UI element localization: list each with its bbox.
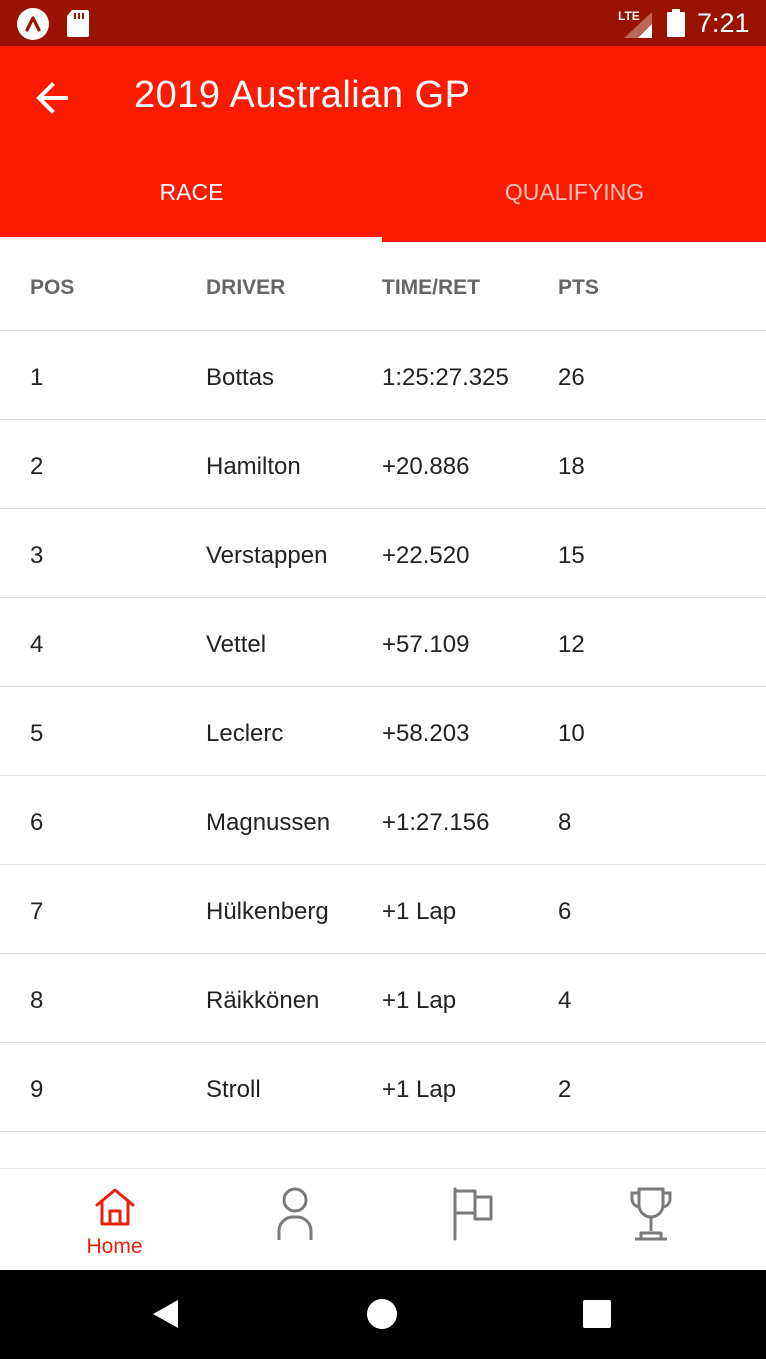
tab-race-label: RACE bbox=[159, 178, 224, 205]
column-header-time: TIME/RET bbox=[382, 276, 480, 299]
selected-tab-indicator bbox=[0, 237, 382, 242]
row-time: +20.886 bbox=[382, 453, 470, 480]
row-driver: Räikkönen bbox=[206, 987, 320, 1014]
row-driver: Hamilton bbox=[206, 453, 301, 480]
row-position: 8 bbox=[30, 987, 44, 1014]
square-recents-icon bbox=[583, 1300, 611, 1328]
row-position: 3 bbox=[30, 542, 44, 569]
person-icon bbox=[277, 1187, 313, 1240]
bottom-navigation: Home bbox=[0, 1168, 766, 1271]
row-time: +1 Lap bbox=[382, 1076, 457, 1103]
table-row[interactable]: 5 Leclerc +58.203 10 bbox=[0, 687, 766, 776]
row-position: 5 bbox=[30, 720, 44, 747]
row-driver: Magnussen bbox=[206, 809, 331, 836]
circle-home-icon bbox=[367, 1299, 397, 1329]
row-position: 2 bbox=[30, 453, 44, 480]
nav-races[interactable] bbox=[377, 1169, 568, 1271]
tab-race[interactable]: RACE bbox=[0, 142, 383, 242]
row-points: 18 bbox=[558, 453, 585, 480]
signal-icon bbox=[624, 12, 652, 38]
row-points: 10 bbox=[558, 720, 585, 747]
row-position: 9 bbox=[30, 1076, 44, 1103]
row-time: +22.520 bbox=[382, 542, 470, 569]
row-driver: Verstappen bbox=[206, 542, 328, 569]
sd-card-icon bbox=[67, 10, 89, 37]
table-row[interactable]: 9 Stroll +1 Lap 2 bbox=[0, 1043, 766, 1132]
home-icon bbox=[95, 1188, 135, 1226]
nav-standings[interactable] bbox=[555, 1169, 746, 1271]
table-row[interactable]: 8 Räikkönen +1 Lap 4 bbox=[0, 954, 766, 1043]
tab-qualifying-label: QUALIFYING bbox=[504, 178, 645, 205]
system-navigation-bar bbox=[0, 1270, 766, 1359]
nav-drivers[interactable] bbox=[199, 1169, 390, 1271]
row-time: +1 Lap bbox=[382, 987, 457, 1014]
arrow-left-icon bbox=[36, 82, 68, 114]
row-points: 6 bbox=[558, 898, 572, 925]
results-list: 1 Bottas 1:25:27.325 26 2 Hamilton +20.8… bbox=[0, 331, 766, 1132]
column-header-pos: POS bbox=[30, 276, 75, 299]
nav-home[interactable]: Home bbox=[19, 1169, 210, 1271]
nav-home-label: Home bbox=[86, 1235, 143, 1258]
app-bar: 2019 Australian GP RACE QUALIFYING bbox=[0, 46, 766, 242]
row-position: 1 bbox=[30, 364, 44, 391]
row-driver: Vettel bbox=[206, 631, 267, 658]
battery-icon bbox=[666, 9, 686, 37]
row-driver: Leclerc bbox=[206, 720, 284, 747]
row-points: 4 bbox=[558, 987, 572, 1014]
system-back-button[interactable] bbox=[150, 1298, 182, 1335]
system-home-button[interactable] bbox=[366, 1298, 398, 1335]
page-title: 2019 Australian GP bbox=[134, 74, 471, 116]
row-driver: Bottas bbox=[206, 364, 275, 391]
row-position: 6 bbox=[30, 809, 44, 836]
row-driver: Hülkenberg bbox=[206, 898, 329, 925]
triangle-back-icon bbox=[153, 1300, 178, 1328]
row-time: +1:27.156 bbox=[382, 809, 490, 836]
table-row[interactable]: 3 Verstappen +22.520 15 bbox=[0, 509, 766, 598]
column-header-driver: DRIVER bbox=[206, 276, 286, 299]
flag-icon bbox=[453, 1187, 493, 1241]
row-points: 8 bbox=[558, 809, 572, 836]
results-table-header: POS DRIVER TIME/RET PTS bbox=[0, 242, 766, 331]
table-row[interactable]: 2 Hamilton +20.886 18 bbox=[0, 420, 766, 509]
row-time: +57.109 bbox=[382, 631, 470, 658]
table-row[interactable]: 1 Bottas 1:25:27.325 26 bbox=[0, 331, 766, 420]
row-time: +58.203 bbox=[382, 720, 470, 747]
row-points: 26 bbox=[558, 364, 585, 391]
table-row[interactable]: 6 Magnussen +1:27.156 8 bbox=[0, 776, 766, 865]
network-type-label: LTE bbox=[618, 9, 640, 23]
back-button[interactable] bbox=[28, 74, 76, 122]
system-recents-button[interactable] bbox=[582, 1299, 612, 1334]
app-notification-icon bbox=[17, 8, 49, 40]
row-points: 2 bbox=[558, 1076, 572, 1103]
table-row[interactable]: 7 Hülkenberg +1 Lap 6 bbox=[0, 865, 766, 954]
trophy-icon bbox=[630, 1187, 672, 1241]
table-row[interactable]: 4 Vettel +57.109 12 bbox=[0, 598, 766, 687]
row-position: 7 bbox=[30, 898, 44, 925]
row-time: +1 Lap bbox=[382, 898, 457, 925]
row-time: 1:25:27.325 bbox=[382, 364, 509, 391]
row-points: 12 bbox=[558, 631, 585, 658]
row-driver: Stroll bbox=[206, 1076, 261, 1103]
status-time: 7:21 bbox=[697, 8, 750, 38]
row-position: 4 bbox=[30, 631, 44, 658]
status-bar: LTE 7:21 bbox=[0, 0, 766, 46]
row-points: 15 bbox=[558, 542, 585, 569]
column-header-pts: PTS bbox=[558, 276, 599, 299]
tab-qualifying[interactable]: QUALIFYING bbox=[383, 142, 766, 242]
